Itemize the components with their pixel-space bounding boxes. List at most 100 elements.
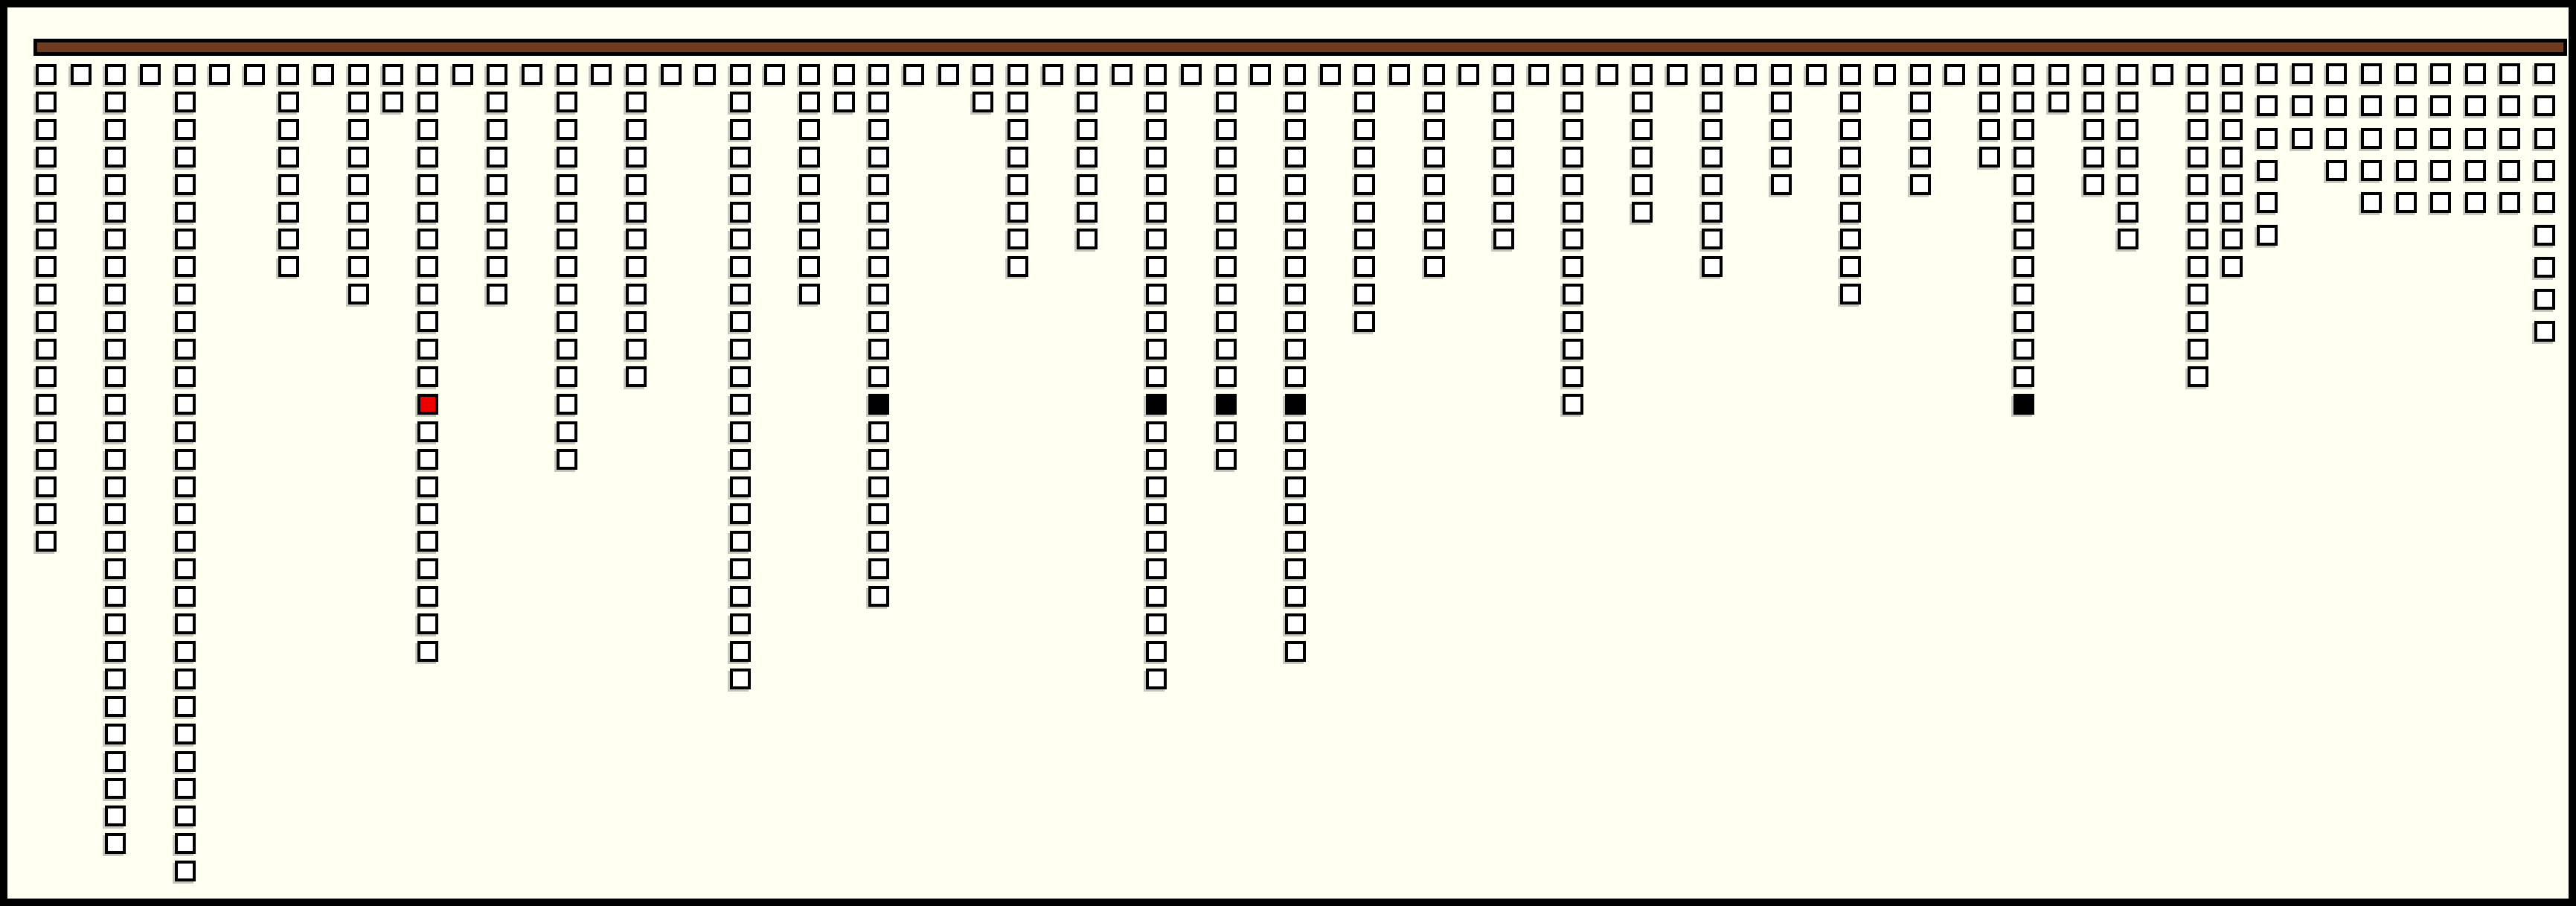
cell[interactable] [661, 64, 682, 85]
cell[interactable] [2013, 202, 2034, 223]
cell[interactable] [417, 202, 438, 223]
cell[interactable] [799, 92, 820, 112]
cell[interactable] [1285, 613, 1306, 634]
cell[interactable] [764, 64, 785, 85]
cell[interactable] [1007, 119, 1028, 140]
cell[interactable] [417, 174, 438, 195]
cell[interactable] [1875, 64, 1896, 85]
cell[interactable] [105, 696, 126, 717]
cell[interactable] [105, 778, 126, 799]
cell[interactable] [2118, 202, 2138, 223]
cell[interactable] [1216, 64, 1237, 85]
cell[interactable] [1285, 119, 1306, 140]
cell[interactable] [36, 449, 57, 470]
cell[interactable] [1007, 64, 1028, 85]
cell[interactable] [36, 421, 57, 442]
cell[interactable] [1944, 64, 1965, 85]
cell[interactable] [1493, 174, 1514, 195]
cell[interactable] [105, 669, 126, 689]
cell[interactable] [2153, 64, 2173, 85]
cell[interactable] [1007, 229, 1028, 249]
cell[interactable] [105, 449, 126, 470]
cell[interactable] [695, 64, 716, 85]
cell[interactable] [2534, 289, 2555, 310]
cell[interactable] [1598, 64, 1618, 85]
cell[interactable] [557, 449, 577, 470]
filled-cell-black[interactable] [868, 394, 889, 415]
cell[interactable] [1285, 531, 1306, 552]
cell[interactable] [417, 531, 438, 552]
cell[interactable] [2430, 63, 2451, 84]
cell[interactable] [1285, 229, 1306, 249]
cell[interactable] [557, 64, 577, 85]
cell[interactable] [2083, 92, 2104, 112]
filled-cell-black[interactable] [1285, 394, 1306, 415]
cell[interactable] [2465, 160, 2486, 181]
filled-cell-black[interactable] [1216, 394, 1237, 415]
cell[interactable] [2430, 160, 2451, 181]
cell[interactable] [626, 147, 647, 168]
cell[interactable] [2013, 64, 2034, 85]
cell[interactable] [1493, 229, 1514, 249]
cell[interactable] [1667, 64, 1688, 85]
cell[interactable] [2534, 225, 2555, 246]
cell[interactable] [417, 119, 438, 140]
cell[interactable] [868, 476, 889, 497]
cell[interactable] [2013, 256, 2034, 277]
cell[interactable] [1563, 256, 1583, 277]
cell[interactable] [1979, 64, 2000, 85]
cell[interactable] [730, 147, 751, 168]
cell[interactable] [1146, 476, 1167, 497]
cell[interactable] [1250, 64, 1271, 85]
cell[interactable] [1424, 64, 1445, 85]
cell[interactable] [105, 476, 126, 497]
cell[interactable] [417, 613, 438, 634]
cell[interactable] [1424, 174, 1445, 195]
cell[interactable] [36, 394, 57, 415]
cell[interactable] [626, 229, 647, 249]
cell[interactable] [348, 284, 369, 304]
cell[interactable] [1146, 558, 1167, 579]
cell[interactable] [105, 421, 126, 442]
cell[interactable] [1285, 256, 1306, 277]
cell[interactable] [105, 229, 126, 249]
cell[interactable] [1007, 92, 1028, 112]
cell[interactable] [278, 64, 299, 85]
cell[interactable] [105, 503, 126, 524]
cell[interactable] [1563, 202, 1583, 223]
cell[interactable] [105, 174, 126, 195]
cell[interactable] [2499, 128, 2520, 149]
cell[interactable] [175, 669, 196, 689]
cell[interactable] [175, 64, 196, 85]
cell[interactable] [557, 229, 577, 249]
cell[interactable] [1771, 147, 1792, 168]
cell[interactable] [36, 202, 57, 223]
cell[interactable] [557, 256, 577, 277]
cell[interactable] [1146, 503, 1167, 524]
cell[interactable] [2534, 160, 2555, 181]
cell[interactable] [175, 256, 196, 277]
cell[interactable] [1285, 92, 1306, 112]
cell[interactable] [1146, 202, 1167, 223]
cell[interactable] [557, 311, 577, 332]
cell[interactable] [1146, 92, 1167, 112]
cell[interactable] [2465, 63, 2486, 84]
cell[interactable] [2257, 63, 2278, 84]
cell[interactable] [487, 147, 507, 168]
cell[interactable] [1979, 147, 2000, 168]
cell[interactable] [1771, 92, 1792, 112]
cell[interactable] [1077, 64, 1098, 85]
cell[interactable] [417, 366, 438, 387]
cell[interactable] [1285, 311, 1306, 332]
cell[interactable] [730, 558, 751, 579]
cell[interactable] [1563, 64, 1583, 85]
cell[interactable] [1632, 119, 1653, 140]
cell[interactable] [2292, 128, 2313, 149]
cell[interactable] [1702, 256, 1723, 277]
cell[interactable] [1077, 202, 1098, 223]
cell[interactable] [278, 147, 299, 168]
cell[interactable] [105, 833, 126, 854]
cell[interactable] [36, 503, 57, 524]
cell[interactable] [105, 119, 126, 140]
cell[interactable] [868, 503, 889, 524]
